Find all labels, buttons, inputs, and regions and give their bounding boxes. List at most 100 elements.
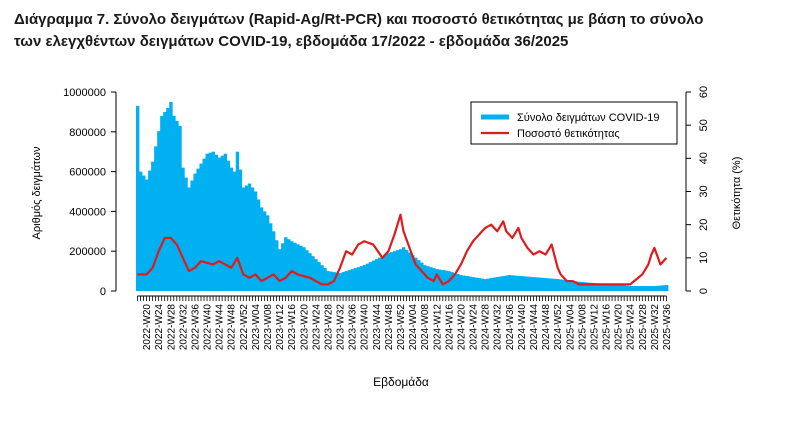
sample-bar — [598, 283, 602, 291]
sample-bar — [193, 173, 197, 291]
sample-bar — [389, 252, 394, 291]
sample-bar — [383, 254, 388, 291]
sample-bar — [226, 160, 231, 291]
sample-bar — [296, 244, 300, 291]
sample-bar — [256, 199, 261, 291]
sample-bar — [190, 180, 194, 291]
sample-bar — [474, 277, 478, 291]
sample-bar — [202, 158, 206, 291]
sample-bar — [411, 255, 415, 291]
x-tick-label: 2024-W36 — [505, 304, 516, 351]
sample-bar — [483, 279, 487, 291]
x-tick-label: 2022-W32 — [178, 304, 189, 351]
sample-bar — [538, 277, 542, 291]
sample-bar — [417, 260, 421, 291]
sample-bar — [344, 271, 348, 291]
y2-tick-label: 30 — [698, 185, 710, 197]
sample-bar — [371, 260, 376, 291]
sample-bar — [646, 286, 651, 291]
sample-bar — [353, 268, 358, 291]
sample-bar — [559, 279, 563, 291]
x-tick-label: 2025-W08 — [577, 304, 588, 351]
sample-bar — [462, 275, 466, 291]
y2-tick-label: 40 — [698, 152, 710, 164]
sample-bar — [374, 259, 379, 291]
positivity-line — [137, 213, 668, 286]
sample-bar — [238, 169, 243, 291]
sample-bar — [398, 249, 403, 291]
legend: Σύνολο δειγμάτων COVID-19 Ποσοστό θετικό… — [470, 101, 678, 145]
x-tick-label: 2022-W20 — [142, 304, 153, 351]
sample-bar — [652, 286, 657, 291]
x-tick-label: 2023-W04 — [251, 304, 262, 351]
x-tick-label: 2023-W36 — [348, 304, 359, 351]
x-tick-label: 2022-W40 — [203, 304, 214, 351]
sample-bar — [465, 276, 469, 291]
sample-bar — [214, 154, 218, 291]
sample-bar — [444, 270, 448, 291]
sample-bar — [284, 237, 288, 291]
x-axis-label: Εβδομάδα — [373, 375, 429, 389]
x-tick-label: 2025-W24 — [626, 304, 637, 351]
sample-bar — [631, 286, 636, 291]
sample-bar — [501, 276, 506, 291]
sample-bar — [492, 277, 497, 291]
y2-tick-label: 0 — [698, 288, 710, 294]
sample-bar — [172, 115, 176, 291]
x-tick-label: 2023-W32 — [336, 304, 347, 351]
sample-bar — [169, 101, 173, 291]
y2-tick-label: 50 — [698, 119, 710, 131]
x-tick-label: 2022-W52 — [239, 304, 250, 351]
x-tick-label: 2023-W24 — [311, 304, 322, 351]
sample-bar — [519, 276, 524, 291]
sample-bar — [253, 191, 258, 291]
sample-bar — [178, 125, 182, 291]
y-tick-label: 600000 — [69, 167, 106, 179]
sample-bar — [145, 179, 149, 291]
sample-bar — [232, 171, 237, 291]
sample-bar — [281, 243, 285, 291]
sample-bar — [377, 257, 382, 291]
sample-bar — [586, 282, 590, 291]
y-tick-label: 400000 — [69, 206, 106, 218]
sample-bar — [365, 263, 370, 291]
sample-bar — [250, 187, 255, 291]
sample-bar — [544, 278, 548, 291]
sample-bar — [148, 170, 152, 291]
sample-bar — [556, 279, 560, 291]
sample-bar — [408, 252, 412, 291]
x-tick-label: 2025-W12 — [589, 304, 600, 351]
sample-bar — [528, 276, 533, 291]
sample-bar — [649, 286, 654, 291]
x-tick-label: 2024-W52 — [553, 304, 564, 351]
chart-title-line-2: των ελεγχθέντων δειγμάτων COVID-19, εβδο… — [14, 33, 569, 50]
sample-bar — [402, 247, 406, 291]
sample-bar — [320, 265, 324, 291]
chart-title: Διάγραμμα 7. Σύνολο δειγμάτων (Rapid-Ag/… — [14, 9, 794, 53]
sample-bar — [595, 283, 599, 291]
sample-bar — [468, 276, 472, 291]
x-tick-label: 2022-W24 — [154, 304, 165, 351]
x-tick-label: 2023-W28 — [323, 304, 334, 351]
x-tick-label: 2024-W24 — [469, 304, 480, 351]
sample-bar — [347, 270, 351, 291]
sample-bar — [341, 272, 345, 291]
sample-bar — [486, 278, 491, 291]
sample-bar — [287, 239, 291, 291]
sample-bar — [637, 286, 642, 291]
sample-bar — [356, 267, 361, 291]
sample-bar — [362, 265, 367, 291]
sample-bar — [604, 284, 608, 291]
sample-bar — [220, 155, 225, 291]
sample-bar — [553, 278, 557, 291]
x-tick-label: 2023-W44 — [372, 304, 383, 351]
sample-bar — [405, 249, 409, 291]
sample-bar — [535, 277, 539, 291]
sample-bar — [187, 187, 191, 291]
sample-bar — [311, 256, 315, 291]
x-tick-label: 2024-W32 — [493, 304, 504, 351]
x-tick-label: 2024-W16 — [444, 304, 455, 351]
x-tick-label: 2025-W36 — [662, 304, 673, 351]
sample-bar — [658, 285, 663, 291]
